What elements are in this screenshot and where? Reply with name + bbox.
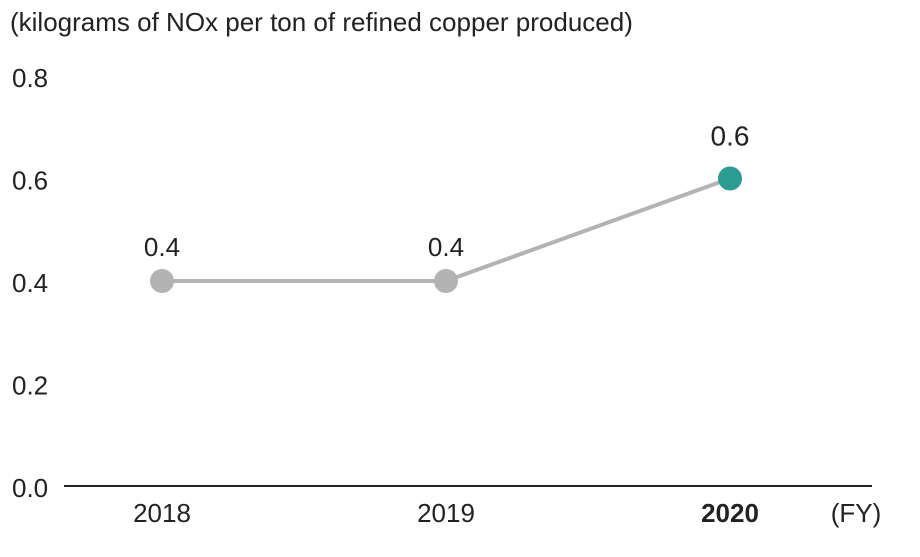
y-axis-unit-label: (kilograms of NOx per ton of refined cop… bbox=[10, 7, 633, 37]
x-axis-suffix-label: (FY) bbox=[831, 498, 882, 528]
data-labels-group: 0.4 0.4 0.6 bbox=[144, 121, 750, 263]
x-tick-label: 2020 bbox=[701, 498, 759, 528]
y-tick-label: 0.6 bbox=[12, 166, 48, 196]
x-tick-label: 2018 bbox=[133, 498, 191, 528]
data-label: 0.4 bbox=[428, 232, 464, 262]
data-point-highlight bbox=[718, 166, 742, 191]
data-point bbox=[434, 269, 458, 293]
y-tick-label: 0.2 bbox=[12, 371, 48, 401]
x-axis-ticks: 2018 2019 2020 bbox=[133, 498, 759, 528]
y-axis-ticks: 0.0 0.2 0.4 0.6 0.8 bbox=[12, 63, 48, 503]
data-label: 0.4 bbox=[144, 232, 180, 262]
y-tick-label: 0.8 bbox=[12, 63, 48, 93]
series-group bbox=[150, 166, 742, 293]
y-tick-label: 0.4 bbox=[12, 268, 48, 298]
x-tick-label: 2019 bbox=[417, 498, 475, 528]
y-tick-label: 0.0 bbox=[12, 473, 48, 503]
series-line-segment bbox=[444, 176, 732, 283]
data-label: 0.6 bbox=[711, 121, 750, 152]
data-point bbox=[150, 269, 174, 293]
